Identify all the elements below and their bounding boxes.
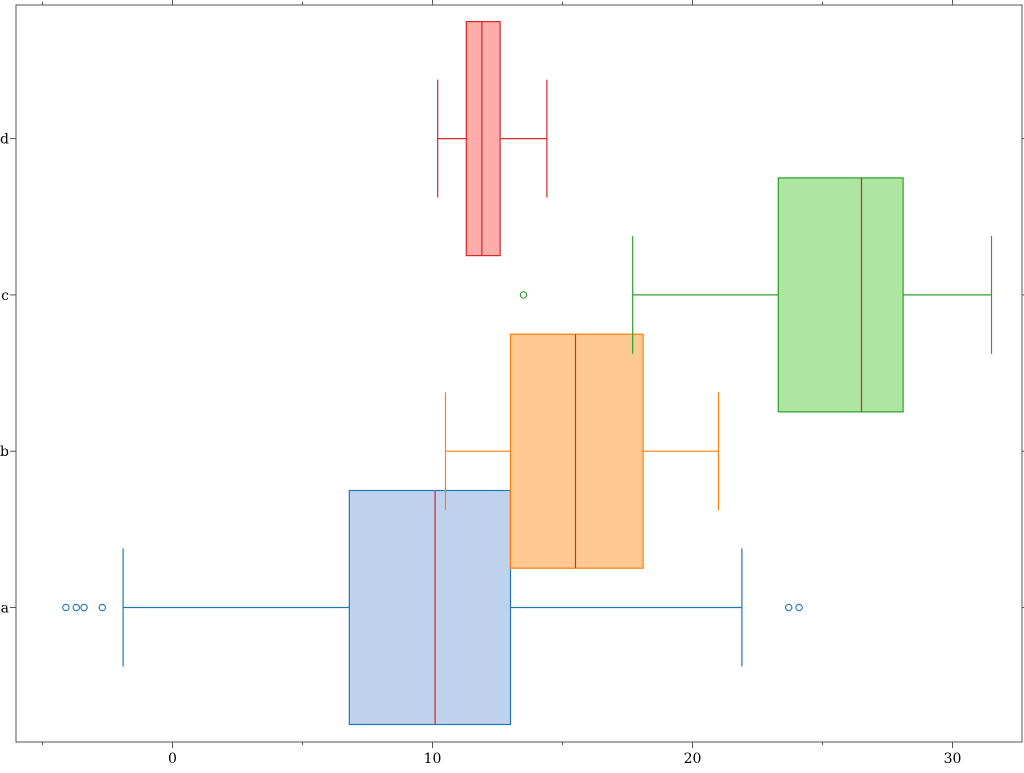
box-series — [62, 21, 993, 726]
outlier-point — [784, 603, 793, 612]
x-tick-label: 20 — [684, 751, 702, 767]
outlier-point — [80, 603, 88, 612]
box-group-a — [62, 489, 803, 726]
box-iqr — [777, 177, 904, 413]
y-tick-label: c — [1, 288, 9, 304]
x-tick-label: 30 — [944, 751, 962, 767]
x-tick-label: 0 — [168, 751, 177, 767]
x-tick-label: 10 — [424, 751, 442, 767]
outlier-point — [98, 603, 107, 612]
box-group-d — [437, 21, 548, 257]
outlier-point — [62, 603, 70, 612]
box-group-c — [519, 177, 993, 413]
outlier-point — [795, 603, 803, 612]
y-tick-label: a — [1, 601, 9, 617]
outlier-point — [519, 291, 528, 299]
box-iqr — [465, 21, 501, 257]
box-group-b — [444, 333, 720, 569]
box-iqr — [509, 333, 644, 569]
outlier-point — [72, 603, 81, 612]
plot-area-frame — [15, 4, 1023, 743]
box-iqr — [348, 489, 512, 726]
y-tick-label: b — [0, 444, 9, 460]
y-tick-label: d — [0, 132, 9, 148]
